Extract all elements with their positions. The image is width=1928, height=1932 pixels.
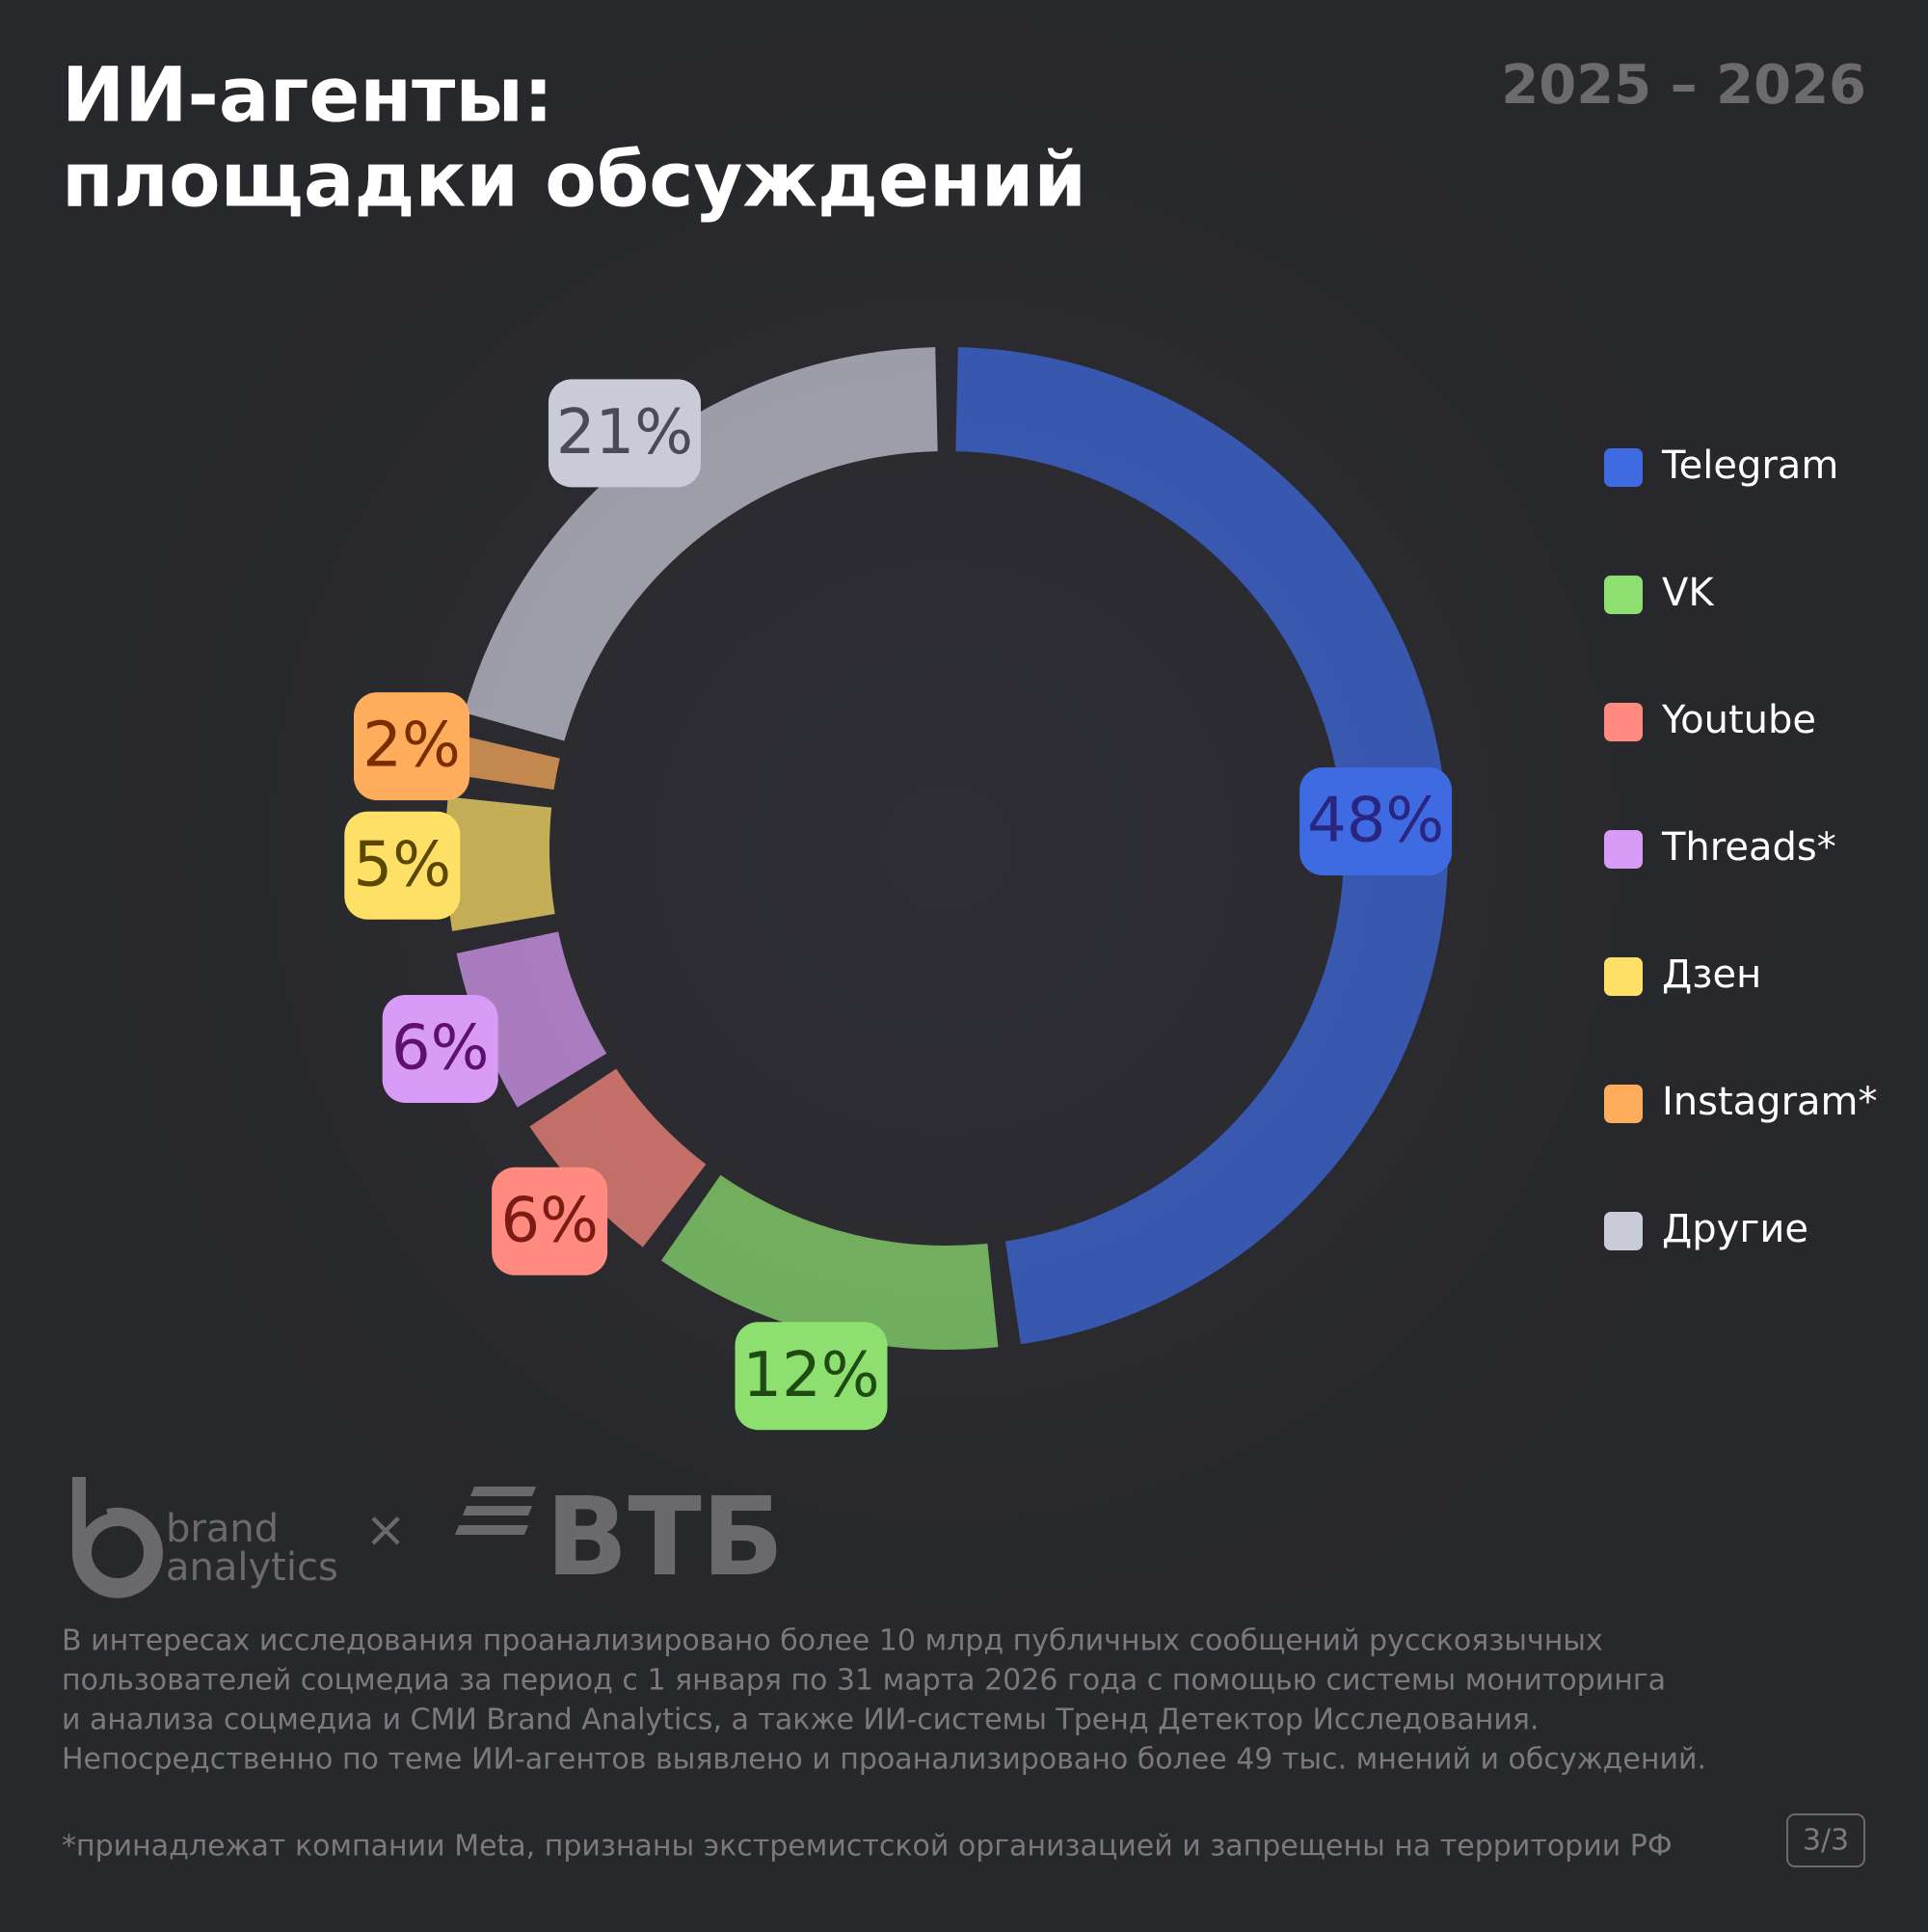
note-line: пользователей соцмедиа за период с 1 янв… [62,1664,1666,1698]
legend-label: Threads* [1661,825,1836,870]
page-box [1786,1813,1865,1867]
value-label: 21% [556,397,693,469]
donut-segment [445,796,555,931]
page-number: 3/3 [1803,1824,1849,1858]
note-line: и анализа соцмедиа и СМИ Brand Analytics… [62,1704,1539,1737]
logo-cross: × [364,1501,407,1559]
legend-label: Telegram [1661,443,1838,488]
value-label-box [492,1167,608,1275]
value-label-box [354,692,470,801]
value-label: 12% [742,1340,879,1411]
value-label-box [548,379,701,488]
legend-label: Instagram* [1662,1080,1878,1124]
legend-label: Другие [1662,1207,1808,1251]
vtb-mark [455,1487,536,1535]
title-line: площадки обсуждений [62,137,1086,224]
value-label: 6% [500,1185,599,1256]
note-line: Непосредственно по теме ИИ-агентов выявл… [62,1743,1706,1777]
note-line: В интересах исследования проанализирован… [62,1624,1603,1658]
vtb-text: ВТБ [546,1475,784,1600]
value-label-box [1299,766,1453,875]
legend-label: Дзен [1662,953,1761,997]
value-label-box [735,1322,888,1431]
logo-text: analytics [166,1545,338,1590]
legend-swatch [1604,830,1643,869]
value-label: 5% [354,829,452,900]
legend-swatch [1604,448,1643,487]
donut-segment [660,1174,999,1350]
legend-label: Youtube [1661,698,1816,742]
value-label: 48% [1307,786,1444,857]
ba-mark [78,1513,157,1592]
legend-swatch [1604,1212,1643,1250]
donut-segment [456,930,607,1108]
value-label-box [382,994,498,1103]
period: 2025 – 2026 [1501,54,1866,117]
donut-segment [464,347,939,741]
legend-swatch [1604,1085,1643,1123]
legend-swatch [1604,576,1643,614]
donut-segment [529,1067,708,1248]
title-line: ИИ-агенты: [62,52,553,139]
legend-label: VK [1662,571,1715,615]
value-label: 6% [391,1013,490,1085]
legend-swatch [1604,703,1643,741]
donut-segment [450,735,560,791]
disclaimer: *принадлежат компании Meta, признаны экс… [62,1830,1673,1864]
logo-text: brand [166,1507,279,1551]
value-label-box [344,811,461,920]
value-label: 2% [362,711,461,782]
legend-swatch [1604,957,1643,996]
ba-logo [71,1477,163,1598]
